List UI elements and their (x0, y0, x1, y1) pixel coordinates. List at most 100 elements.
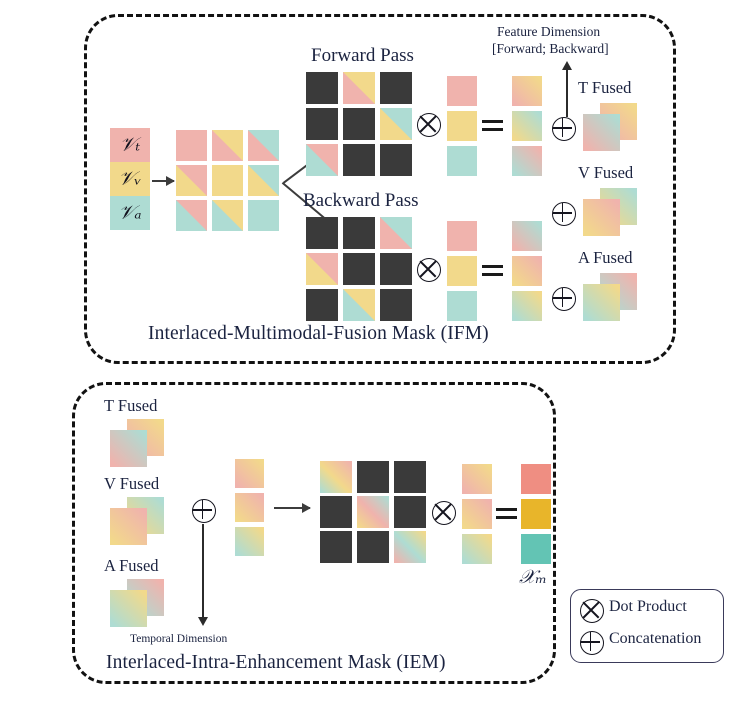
input-cell-2-1 (212, 200, 243, 231)
fwd-mask-1-0 (306, 108, 338, 140)
v-fused-label-ifm: V Fused (578, 163, 634, 182)
bwd-mask-1-0 (306, 253, 338, 285)
fwd-mask-2-0 (306, 144, 338, 176)
dot-product-icon-backward (417, 258, 441, 282)
bwd-operand-2 (447, 291, 477, 321)
bwd-mask-2-0 (306, 289, 338, 321)
dot-product-icon-forward (417, 113, 441, 137)
t-fused-label-iem: T Fused (104, 396, 158, 415)
fwd-mask-0-0 (306, 72, 338, 104)
iem-mask-2-2 (394, 531, 426, 563)
bwd-result-0 (512, 221, 542, 251)
forward-pass-title: Forward Pass (311, 45, 414, 66)
arrow-concat-to-mask (274, 503, 311, 513)
bwd-mask-1-2 (380, 253, 412, 285)
iem-a-fused-stack (110, 579, 164, 627)
iem-result-1 (521, 499, 551, 529)
fwd-mask-1-1 (343, 108, 375, 140)
modality-tile-a: 𝒱ₐ (110, 196, 150, 230)
fwd-result-2 (512, 146, 542, 176)
input-cell-1-0 (176, 165, 207, 196)
a-fused-label-iem: A Fused (104, 556, 159, 575)
temporal-dimension-label: Temporal Dimension (130, 633, 228, 645)
iem-operand-2 (462, 534, 492, 564)
iem-result-2 (521, 534, 551, 564)
modality-tile-v: 𝒱ᵥ (110, 162, 150, 196)
ifm-caption: Interlaced-Multimodal-Fusion Mask (IFM) (148, 323, 489, 344)
iem-panel (72, 382, 556, 684)
t-fused-front-tile (583, 114, 620, 151)
modality-label-a: 𝒱ₐ (118, 201, 142, 224)
iem-mask-1-1 (357, 496, 389, 528)
fwd-result-0 (512, 76, 542, 106)
iem-t-fused-front-tile (110, 430, 147, 467)
iem-operand-1 (462, 499, 492, 529)
iem-mask-1-0 (320, 496, 352, 528)
fwd-mask-0-2 (380, 72, 412, 104)
ifm-panel (84, 14, 676, 364)
dot-product-icon-iem (432, 501, 456, 525)
concatenation-icon-iem (192, 499, 216, 523)
iem-mask-2-1 (357, 531, 389, 563)
bwd-mask-1-1 (343, 253, 375, 285)
fwd-mask-2-1 (343, 144, 375, 176)
temporal-dimension-arrow (198, 524, 208, 626)
fwd-mask-2-2 (380, 144, 412, 176)
v-fused-label-iem: V Fused (104, 474, 160, 493)
bwd-mask-0-1 (343, 217, 375, 249)
a-fused-front-tile (583, 284, 620, 321)
concatenation-icon-t (552, 117, 576, 141)
modality-label-v: 𝒱ᵥ (118, 167, 142, 190)
backward-pass-title: Backward Pass (303, 190, 419, 211)
fwd-operand-0 (447, 76, 477, 106)
input-cell-2-2 (248, 200, 279, 231)
legend-box: Dot Product Concatenation (570, 589, 724, 663)
input-cell-0-1 (212, 130, 243, 161)
input-cell-1-1 (212, 165, 243, 196)
t-fused-label-ifm: T Fused (578, 78, 632, 97)
legend-label-dot-product: Dot Product (609, 598, 687, 615)
a-fused-stack (583, 273, 637, 321)
equals-icon-iem (496, 508, 517, 521)
bwd-mask-2-2 (380, 289, 412, 321)
input-cell-2-0 (176, 200, 207, 231)
equals-icon-forward (482, 120, 503, 133)
bwd-operand-1 (447, 256, 477, 286)
v-fused-front-tile (583, 199, 620, 236)
legend-label-concatenation: Concatenation (609, 630, 702, 647)
iem-t-fused-stack (110, 419, 164, 467)
input-cell-0-2 (248, 130, 279, 161)
feature-dimension-line1: Feature Dimension (497, 24, 601, 39)
bwd-mask-0-0 (306, 217, 338, 249)
concatenation-icon-v (552, 202, 576, 226)
iem-mask-0-1 (357, 461, 389, 493)
feature-dimension-arrow (562, 61, 572, 117)
bwd-result-2 (512, 291, 542, 321)
modality-label-t: 𝒱ₜ (119, 133, 141, 156)
iem-mask-1-2 (394, 496, 426, 528)
fwd-mask-1-2 (380, 108, 412, 140)
modality-tile-t: 𝒱ₜ (110, 128, 150, 162)
a-fused-label-ifm: A Fused (578, 248, 633, 267)
iem-mask-0-0 (320, 461, 352, 493)
iem-operand-0 (462, 464, 492, 494)
input-cell-1-2 (248, 165, 279, 196)
concatenation-icon (580, 631, 604, 655)
iem-caption: Interlaced-Intra-Enhancement Mask (IEM) (106, 652, 446, 673)
iem-concat-cell-1 (235, 493, 264, 522)
t-fused-stack (583, 103, 637, 151)
iem-mask-0-2 (394, 461, 426, 493)
bwd-mask-0-2 (380, 217, 412, 249)
arrow-modality-to-matrix (152, 176, 175, 186)
iem-a-fused-front-tile (110, 590, 147, 627)
iem-v-fused-front-tile (110, 508, 147, 545)
fwd-operand-1 (447, 111, 477, 141)
iem-result-label: 𝒳ₘ (519, 566, 547, 588)
fwd-result-1 (512, 111, 542, 141)
iem-mask-2-0 (320, 531, 352, 563)
bwd-operand-0 (447, 221, 477, 251)
bwd-mask-2-1 (343, 289, 375, 321)
equals-icon-backward (482, 265, 503, 278)
fwd-mask-0-1 (343, 72, 375, 104)
